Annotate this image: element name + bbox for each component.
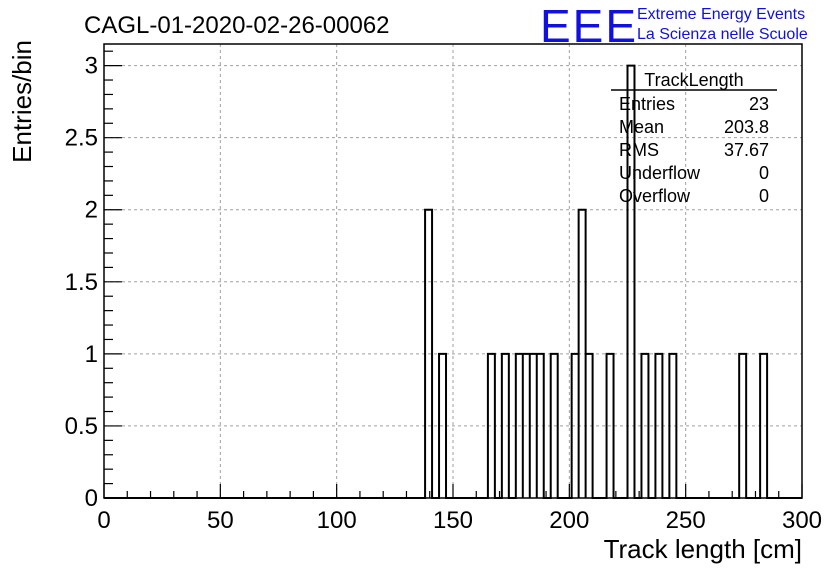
x-tick-label: 250 — [666, 507, 706, 534]
stats-row-label: Overflow — [619, 186, 691, 206]
stats-row-value: 203.8 — [724, 117, 769, 137]
chart-title: CAGL-01-2020-02-26-00062 — [84, 12, 390, 39]
x-tick-label: 300 — [782, 507, 822, 534]
stats-row-value: 0 — [759, 163, 769, 183]
stats-box: TrackLength Entries 23 Mean 203.8 RMS 37.67 Un… — [611, 70, 777, 206]
y-tick-label: 2.5 — [65, 125, 98, 152]
y-tick-label: 0 — [85, 485, 98, 512]
x-tick-label: 200 — [549, 507, 589, 534]
stats-row-label: Underflow — [619, 163, 701, 183]
x-tick-label: 100 — [317, 507, 357, 534]
grid-lines — [104, 44, 803, 498]
y-axis-label: Entries/bin — [7, 40, 37, 163]
x-tick-label: 50 — [207, 507, 234, 534]
stats-box-rows: Entries 23 Mean 203.8 RMS 37.67 Underflow 0 Over… — [619, 94, 769, 206]
stats-row-value: 23 — [749, 94, 769, 114]
stats-box-title: TrackLength — [644, 70, 743, 90]
y-tick-label: 1 — [85, 341, 98, 368]
y-tick-label: 1.5 — [65, 269, 98, 296]
y-tick-label: 2 — [85, 197, 98, 224]
x-tick-label: 0 — [97, 507, 110, 534]
stats-row-value: 37.67 — [724, 140, 769, 160]
eee-logo-line1: Extreme Energy Events — [637, 6, 805, 23]
stats-row-label: RMS — [619, 140, 659, 160]
y-tick-label: 3 — [85, 53, 98, 80]
x-tick-label: 150 — [433, 507, 473, 534]
stats-row-label: Entries — [619, 94, 675, 114]
x-axis-label: Track length [cm] — [604, 534, 802, 564]
eee-logo-line2: La Scienza nelle Scuole — [637, 26, 808, 43]
eee-logo: EEE Extreme Energy Events La Scienza nel… — [540, 0, 808, 52]
axes: 0 50 100 150 200 250 300 0 0.5 1 1.5 2 2.5 3 — [65, 43, 822, 534]
y-tick-label: 0.5 — [65, 413, 98, 440]
stats-row-value: 0 — [759, 186, 769, 206]
stats-row-label: Mean — [619, 117, 664, 137]
